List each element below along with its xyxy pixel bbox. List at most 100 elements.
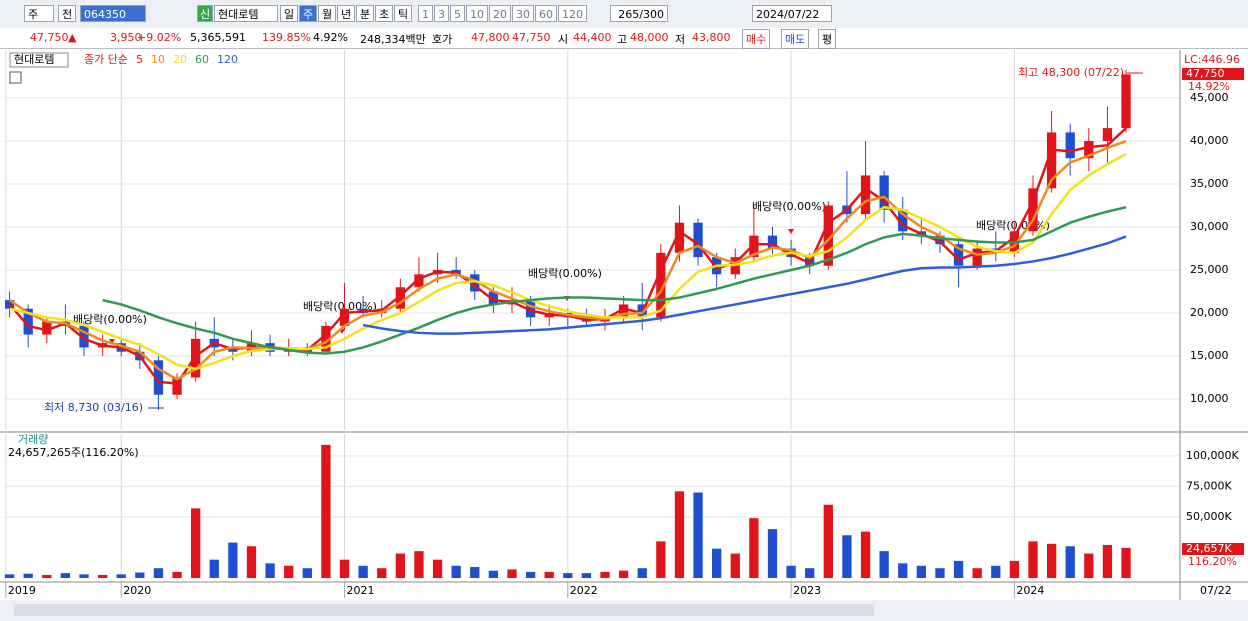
bid-label: 호가 (432, 33, 453, 46)
period-button[interactable]: 년 (337, 5, 355, 22)
count-max: /300 (639, 8, 664, 21)
last-volume-pct: 116.20% (1188, 555, 1237, 568)
amount: 248,334백만 (360, 33, 426, 46)
candle-body (414, 274, 424, 288)
code-input[interactable]: 064350 (80, 5, 146, 22)
volume-bar (395, 553, 405, 578)
legend-entry: 5 (136, 53, 143, 66)
candle-body (972, 248, 982, 266)
volume-bar (674, 491, 685, 578)
candle-body (172, 377, 182, 395)
last-volume-label: 24,657K (1186, 542, 1232, 555)
volume-bar (805, 568, 815, 578)
y-tick-label: 20,000 (1190, 306, 1229, 319)
buy-button[interactable]: 매수 (742, 29, 771, 49)
avg-button[interactable]: 평 (818, 29, 837, 49)
ma-line (102, 206, 1127, 355)
ma-line (9, 152, 1127, 371)
open: 44,400 (573, 31, 612, 44)
date-input[interactable]: 2024/07/22 (752, 5, 832, 22)
volume-bar (60, 573, 71, 578)
interval-button[interactable]: 30 (512, 5, 534, 22)
volume-bar (1084, 553, 1094, 578)
candle-body (321, 325, 331, 352)
count-box[interactable]: 265/300 (610, 5, 668, 22)
x-tick-label: 2024 (1016, 584, 1044, 597)
volume-bar (302, 568, 312, 578)
interval-button[interactable]: 1 (418, 5, 433, 22)
bid: 47,750 (512, 31, 551, 44)
badge: 신 (197, 5, 213, 22)
volume-bar (991, 565, 1001, 578)
period-button[interactable]: 주 (299, 5, 317, 22)
volume-bar (228, 542, 238, 578)
interval-button[interactable]: 5 (450, 5, 465, 22)
candle-body (767, 235, 778, 249)
interval-button[interactable]: 10 (466, 5, 488, 22)
volume-bar (842, 535, 852, 578)
legend-entry: 10 (151, 53, 165, 66)
volume-bar (637, 568, 647, 578)
candle-body (1102, 128, 1113, 142)
volume-bar (246, 546, 257, 578)
grid (4, 50, 1180, 582)
sell-button[interactable]: 매도 (781, 29, 810, 49)
ask: 47,800 (471, 31, 510, 44)
period-button[interactable]: 일 (280, 5, 298, 22)
period-button[interactable]: 월 (318, 5, 336, 22)
y-tick-label: 35,000 (1190, 177, 1229, 190)
volume-bar (879, 551, 889, 578)
candle-body (395, 287, 405, 309)
volume-ratio: 139.85% (262, 31, 311, 44)
volume-bar (1009, 560, 1020, 578)
interval-button[interactable]: 20 (489, 5, 511, 22)
volume-subtitle: 24,657,265주(116.20%) (8, 446, 139, 459)
y-tick-label: 45,000 (1190, 91, 1229, 104)
change: 3,950 (110, 31, 142, 44)
x-tick-label: 2021 (347, 584, 375, 597)
interval-button[interactable]: 120 (558, 5, 587, 22)
table-icon[interactable] (9, 71, 22, 84)
volume-bar (42, 574, 52, 578)
y-tick-label: 30,000 (1190, 220, 1229, 233)
period-button[interactable]: 틱 (394, 5, 412, 22)
y-tick-label: 15,000 (1190, 349, 1229, 362)
x-tick-label: 2023 (793, 584, 821, 597)
volume-bar (507, 569, 517, 578)
candle-body (823, 205, 833, 266)
candle-body (488, 291, 499, 305)
volume-bar (693, 492, 703, 578)
volume-bar (972, 568, 982, 578)
y-tick-label: 25,000 (1190, 263, 1229, 276)
x-tick-label: 2020 (123, 584, 151, 597)
volume-bar (153, 568, 164, 578)
volume-bar (1102, 545, 1113, 578)
y-tick-label: 100,000K (1186, 449, 1239, 462)
prev-button[interactable]: 전 (58, 5, 76, 22)
market-select[interactable]: 주 (24, 5, 54, 22)
price: 47,750 (30, 31, 69, 44)
ma-line (362, 235, 1127, 335)
interval-button[interactable]: 60 (535, 5, 557, 22)
candle-body (1065, 132, 1075, 159)
dividend-annotation: 배당락(0.00%) (752, 200, 826, 213)
volume-bar (488, 570, 499, 578)
volume-bar (339, 559, 350, 578)
volume-bar (786, 565, 796, 578)
candle-body (339, 308, 350, 326)
dividend-annotation: 배당락(0.00%) (976, 219, 1050, 232)
period-button[interactable]: 초 (375, 5, 393, 22)
volume-bar (209, 559, 219, 578)
volume-bar (1046, 543, 1057, 578)
candle-body (1046, 132, 1057, 189)
last-price-label: 47,750 (1186, 67, 1225, 80)
interval-button[interactable]: 3 (434, 5, 449, 22)
volume-bar (525, 571, 536, 578)
quote-bar: 47,750 ▲ 3,950 +9.02% 5,365,591 139.85% … (0, 28, 1248, 49)
candle-body (898, 209, 908, 232)
scroll-thumb[interactable] (14, 604, 874, 616)
x-end-label: 07/22 (1200, 584, 1232, 597)
period-button[interactable]: 분 (356, 5, 374, 22)
dividend-annotation: 배당락(0.00%) (73, 313, 147, 326)
volume-bar (135, 572, 145, 578)
